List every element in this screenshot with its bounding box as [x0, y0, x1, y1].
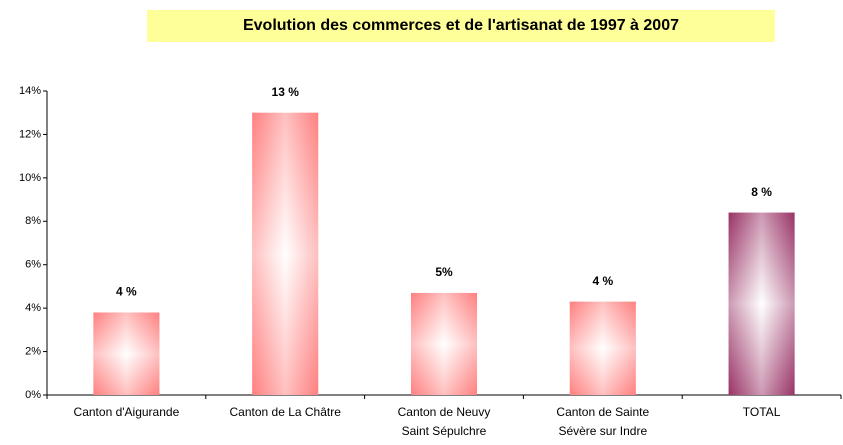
y-tick-label: 14% — [19, 85, 41, 97]
data-label: 5% — [435, 265, 453, 279]
x-tick-label: Canton d'Aigurande — [74, 405, 180, 419]
x-tick-label: Sévère sur Indre — [558, 424, 647, 438]
x-tick-label: Canton de Neuvy — [398, 405, 491, 419]
y-tick-label: 12% — [19, 128, 41, 140]
bar — [411, 292, 477, 395]
title-background — [147, 10, 775, 42]
bar — [728, 212, 795, 395]
y-tick-label: 10% — [19, 172, 41, 184]
y-tick-label: 8% — [25, 215, 41, 227]
y-tick-label: 2% — [25, 345, 41, 357]
data-label: 4 % — [592, 274, 613, 288]
y-tick-label: 0% — [25, 389, 41, 401]
chart-title: Evolution des commerces et de l'artisana… — [243, 17, 679, 34]
bar — [93, 312, 160, 395]
bar — [252, 112, 319, 395]
x-tick-label: Canton de Sainte — [556, 405, 649, 419]
data-label: 4 % — [116, 285, 137, 299]
y-tick-label: 6% — [25, 259, 41, 271]
x-tick-label: TOTAL — [743, 405, 781, 419]
data-label: 8 % — [751, 185, 772, 199]
y-tick-label: 4% — [25, 302, 41, 314]
x-tick-label: Saint Sépulchre — [402, 424, 487, 438]
bar — [569, 301, 636, 395]
x-tick-label: Canton de La Châtre — [229, 405, 341, 419]
data-label: 13 % — [272, 85, 300, 99]
